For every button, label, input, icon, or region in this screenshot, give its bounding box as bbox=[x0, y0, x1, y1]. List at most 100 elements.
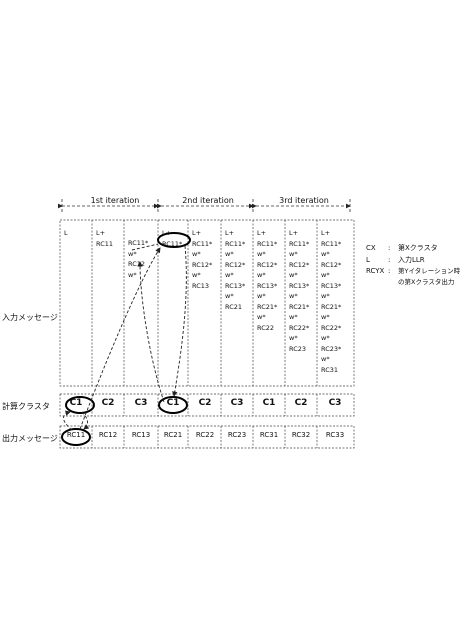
input-cell: RC11* bbox=[289, 239, 310, 248]
input-cell: w* bbox=[289, 334, 298, 342]
input-cell: w* bbox=[257, 271, 266, 279]
compute-cluster-5: C2 bbox=[198, 398, 212, 408]
output-message-7: RC31 bbox=[259, 431, 279, 439]
input-cell: RC13* bbox=[321, 281, 342, 290]
output-message-2: RC12 bbox=[98, 431, 118, 439]
legend-sep: : bbox=[388, 267, 391, 275]
output-message-5: RC22 bbox=[195, 431, 215, 439]
input-column-8: L+ RC11* w* RC12* w* RC13* w* RC21* w* R… bbox=[289, 228, 309, 354]
input-cell: RC13* bbox=[257, 281, 278, 290]
iteration-3-label: 3rd iteration bbox=[279, 196, 329, 205]
input-column-5: L+ RC11* w* RC12* w* RC13 bbox=[192, 228, 212, 291]
input-cell: L bbox=[64, 229, 68, 237]
legend-desc: の第Xクラスタ出力 bbox=[398, 278, 455, 286]
input-cell: w* bbox=[128, 270, 137, 279]
input-cell: w* bbox=[321, 313, 330, 321]
input-cell: RC12 bbox=[128, 260, 146, 268]
input-cell: RC21* bbox=[289, 302, 310, 311]
input-cell: w* bbox=[225, 250, 234, 258]
input-cell: w* bbox=[321, 250, 330, 258]
legend-item: CX: 第Xクラスタ bbox=[366, 243, 438, 253]
input-cell: RC11* bbox=[257, 239, 278, 248]
compute-cluster-2: C2 bbox=[101, 398, 115, 408]
input-cell: w* bbox=[321, 292, 330, 300]
compute-cluster-3: C3 bbox=[134, 398, 148, 408]
input-cell: RC12* bbox=[289, 260, 310, 269]
input-cell: w* bbox=[257, 313, 266, 321]
input-cell: w* bbox=[257, 250, 266, 258]
input-cell: L+ bbox=[321, 229, 331, 237]
legend-desc: 第Yイタレーション時 bbox=[398, 267, 461, 275]
legend-sep: : bbox=[388, 256, 391, 264]
output-message-6: RC23 bbox=[227, 431, 247, 439]
input-column-1: L bbox=[64, 228, 68, 239]
input-column-7: L+ RC11* w* RC12* w* RC13* w* RC21* w* R… bbox=[257, 228, 277, 333]
input-cell: w* bbox=[321, 355, 330, 363]
input-cell: RC12* bbox=[321, 260, 342, 269]
output-message-9: RC33 bbox=[325, 431, 345, 439]
compute-cluster-9: C3 bbox=[328, 398, 342, 408]
compute-cluster-4: C1 bbox=[166, 398, 180, 408]
input-cell: RC12* bbox=[192, 260, 213, 269]
legend-key: CX bbox=[366, 244, 376, 252]
input-column-9: L+ RC11* w* RC12* w* RC13* w* RC21* w* R… bbox=[321, 228, 341, 375]
input-cell: w* bbox=[289, 313, 298, 321]
output-message-8: RC32 bbox=[291, 431, 311, 439]
input-cell: RC11* bbox=[192, 239, 213, 248]
legend-item: RCYX: 第Yイタレーション時 bbox=[366, 266, 460, 276]
input-cell: L+ bbox=[192, 229, 202, 237]
input-cell: L+ bbox=[96, 229, 106, 237]
input-cell: w* bbox=[289, 250, 298, 258]
input-cell: RC21* bbox=[321, 302, 342, 311]
input-cell: w* bbox=[289, 292, 298, 300]
input-cell: w* bbox=[321, 271, 330, 279]
compute-cluster-1: C1 bbox=[69, 398, 83, 408]
compute-cluster-label: 計算クラスタ bbox=[2, 402, 50, 411]
input-cell: L+ bbox=[289, 229, 299, 237]
input-column-4: L+ RC11* bbox=[162, 228, 182, 249]
input-cell: RC22* bbox=[289, 323, 310, 332]
input-cell: RC21 bbox=[225, 302, 243, 311]
legend-desc: 入力LLR bbox=[398, 256, 425, 264]
iteration-1-label: 1st iteration bbox=[90, 196, 140, 205]
input-cell: w* bbox=[257, 292, 266, 300]
compute-cluster-7: C1 bbox=[262, 398, 276, 408]
input-cell: L+ bbox=[257, 229, 267, 237]
input-cell: RC13 bbox=[192, 281, 210, 290]
input-cell: w* bbox=[192, 250, 201, 258]
output-message-4: RC21 bbox=[163, 431, 183, 439]
legend-desc: 第Xクラスタ bbox=[398, 244, 438, 252]
output-message-label: 出力メッセージ bbox=[2, 434, 58, 443]
input-cell: RC22 bbox=[257, 323, 275, 332]
input-cell: RC23* bbox=[321, 344, 342, 353]
input-column-3: RC11* w* RC12 w* bbox=[128, 238, 148, 280]
input-cell: w* bbox=[321, 334, 330, 342]
legend-sep: : bbox=[388, 244, 391, 252]
compute-cluster-6: C3 bbox=[230, 398, 244, 408]
input-cell: RC11 bbox=[96, 239, 114, 248]
input-message-label: 入力メッセージ bbox=[2, 313, 58, 322]
input-column-6: L+ RC11* w* RC12* w* RC13* w* RC21 bbox=[225, 228, 245, 312]
input-cell: L+ bbox=[225, 229, 235, 237]
input-cell: RC31 bbox=[321, 365, 339, 374]
input-cell: RC11* bbox=[225, 239, 246, 248]
input-cell: L+ bbox=[162, 229, 172, 237]
input-cell: RC21* bbox=[257, 302, 278, 311]
input-cell: RC11* bbox=[162, 239, 183, 248]
input-cell: RC11* bbox=[321, 239, 342, 248]
input-column-2: L+ RC11 bbox=[96, 228, 113, 249]
input-cell: RC11* bbox=[128, 239, 149, 247]
input-cell: RC23 bbox=[289, 344, 307, 353]
input-cell: w* bbox=[192, 271, 201, 279]
output-message-3: RC13 bbox=[131, 431, 151, 439]
legend-key: RCYX bbox=[366, 267, 385, 275]
input-cell: w* bbox=[225, 271, 234, 279]
output-message-1: RC11 bbox=[66, 431, 86, 439]
input-cell: w* bbox=[289, 271, 298, 279]
input-cell: RC13* bbox=[289, 281, 310, 290]
legend-key: L bbox=[366, 256, 370, 264]
input-cell: RC12* bbox=[225, 260, 246, 269]
iteration-2-label: 2nd iteration bbox=[182, 196, 234, 205]
legend-item: L: 入力LLR bbox=[366, 255, 425, 265]
